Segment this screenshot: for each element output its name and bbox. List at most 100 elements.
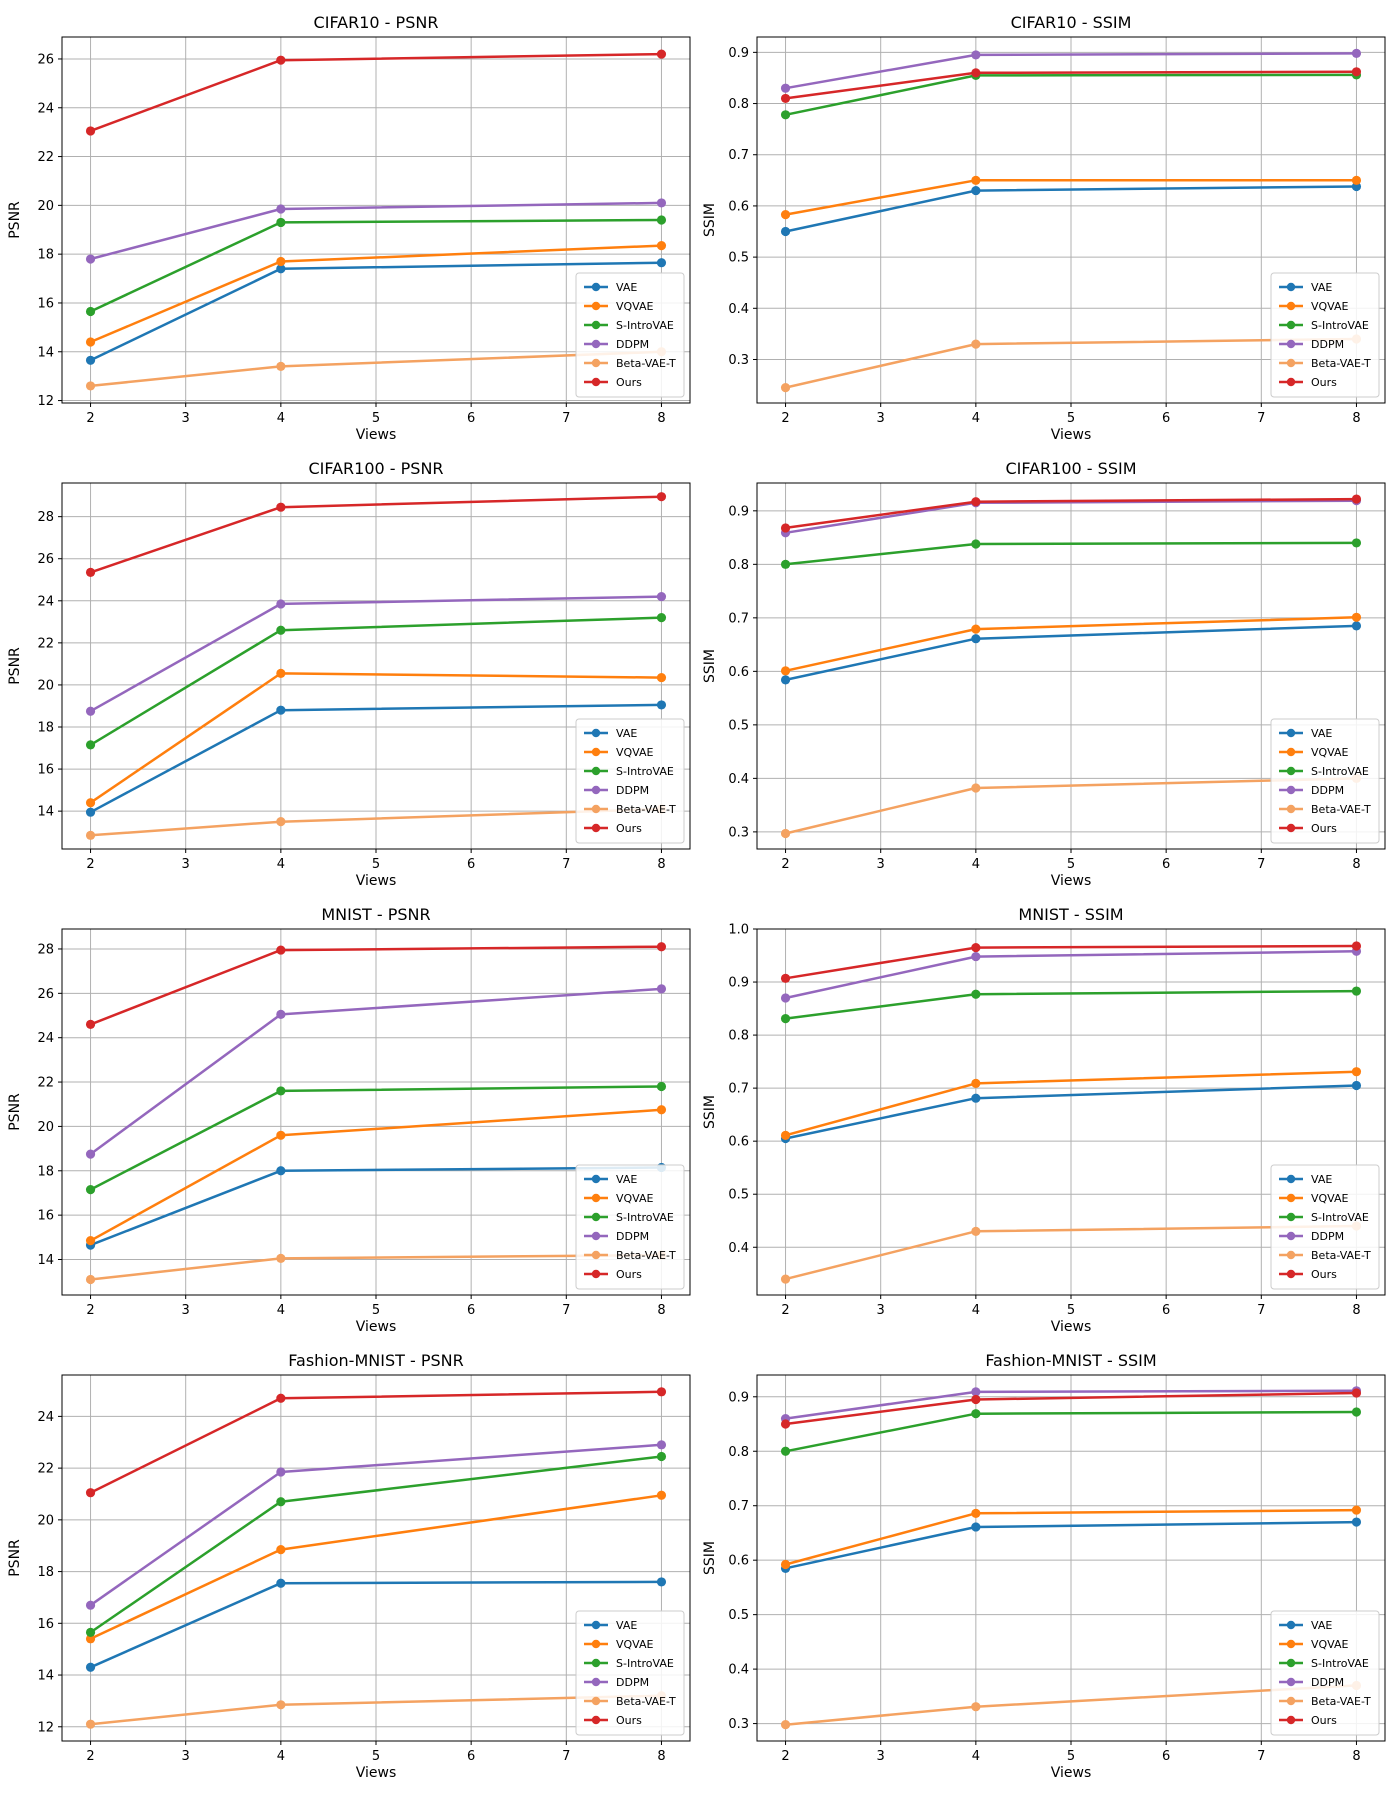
- data-point-ddpm: [971, 1387, 981, 1397]
- y-tick-label: 16: [37, 763, 54, 778]
- data-point-s-introvae: [780, 1446, 791, 1456]
- chart-fashion-mnist-psnr: Fashion-MNIST - PSNR 2 3 4 5 6 7 8 12 14 16 18 20 22 2…: [7, 1351, 691, 1781]
- x-tick-label: 2: [86, 1303, 94, 1318]
- x-tick-label: 7: [562, 857, 570, 872]
- x-tick-label: 5: [372, 1749, 380, 1764]
- data-point-vqvae: [780, 666, 791, 676]
- series-ddpm: [85, 984, 667, 1159]
- legend-swatch-marker: [591, 377, 601, 387]
- x-tick-label: 6: [467, 411, 475, 426]
- legend-label: VAE: [1311, 1173, 1332, 1186]
- series-ours: [85, 942, 667, 1029]
- legend: VAE VQVAE S-IntroVAE DDPM Beta-VAE-T Ours: [1270, 718, 1380, 844]
- data-point-beta-vae-t: [971, 339, 981, 349]
- series-ours: [780, 67, 1362, 104]
- axes-frame: [61, 482, 691, 850]
- y-tick-label: 18: [37, 1164, 54, 1179]
- series-s-introvae: [85, 613, 667, 750]
- data-point-ours: [1351, 494, 1362, 504]
- data-point-beta-vae-t: [971, 1702, 981, 1712]
- y-tick-label: 0.6: [728, 199, 749, 214]
- data-point-vqvae: [85, 1634, 96, 1644]
- data-point-ddpm: [85, 254, 96, 264]
- legend-label: Ours: [616, 376, 642, 389]
- legend-label: S-IntroVAE: [1311, 319, 1369, 332]
- y-tick-label: 0.7: [728, 1082, 749, 1097]
- legend-label: VAE: [616, 727, 637, 740]
- y-tick-label: 0.4: [728, 302, 749, 317]
- axes-frame: [756, 1374, 1386, 1742]
- data-point-vqvae: [276, 256, 286, 267]
- data-point-vae: [276, 264, 286, 274]
- data-point-beta-vae-t: [971, 1226, 981, 1236]
- legend-label: S-IntroVAE: [616, 319, 674, 332]
- data-point-vae: [780, 226, 791, 237]
- data-point-ours: [276, 502, 286, 512]
- data-point-beta-vae-t: [85, 1274, 96, 1285]
- legend-label: VQVAE: [616, 1638, 654, 1651]
- series-vqvae: [780, 1505, 1362, 1570]
- data-point-s-introvae: [85, 740, 96, 750]
- legend-label: Ours: [1311, 1714, 1337, 1727]
- legend-swatch-marker: [591, 1174, 601, 1184]
- legend-box: [575, 1610, 685, 1736]
- y-tick-label: 0.6: [728, 665, 749, 680]
- x-tick-label: 5: [372, 1303, 380, 1318]
- legend-swatch-marker: [1286, 1250, 1296, 1260]
- legend-box: [1270, 1164, 1380, 1290]
- data-point-vqvae: [1351, 612, 1362, 622]
- data-point-ours: [1351, 1388, 1362, 1398]
- legend: VAE VQVAE S-IntroVAE DDPM Beta-VAE-T Ours: [1270, 1610, 1380, 1736]
- y-tick-label: 20: [37, 199, 54, 214]
- legend-label: DDPM: [616, 338, 649, 351]
- data-point-ddpm: [656, 984, 667, 994]
- data-point-ours: [971, 497, 981, 507]
- legend-label: Beta-VAE-T: [1311, 803, 1371, 816]
- chart-cifar10-ssim: CIFAR10 - SSIM 2 3 4 5 6 7 8 0.3 0.4 0.5 0.6 0.7 0.8 0…: [702, 13, 1386, 443]
- data-point-ddpm: [276, 204, 286, 214]
- series-vqvae: [85, 1105, 667, 1246]
- legend-swatch-marker: [1286, 1639, 1296, 1649]
- data-point-s-introvae: [780, 1014, 791, 1024]
- series-ours: [85, 1387, 667, 1498]
- x-tick-label: 2: [781, 411, 789, 426]
- chart-mnist-psnr: MNIST - PSNR 2 3 4 5 6 7 8 14 16 18 20 22 24 26 28 Views…: [7, 905, 691, 1335]
- data-point-ours: [971, 68, 981, 78]
- legend-label: Ours: [1311, 376, 1337, 389]
- y-tick-label: 14: [37, 345, 54, 360]
- x-tick-label: 2: [781, 1749, 789, 1764]
- legend-label: VQVAE: [616, 746, 654, 759]
- legend-swatch-marker: [591, 823, 601, 833]
- legend-swatch-marker: [1286, 1231, 1296, 1241]
- legend-swatch-marker: [1286, 1174, 1296, 1184]
- x-tick-label: 4: [277, 1749, 285, 1764]
- y-tick-label: 16: [37, 296, 54, 311]
- y-tick-label: 26: [37, 552, 54, 567]
- series-vqvae: [780, 1067, 1362, 1140]
- legend-swatch-marker: [591, 1212, 601, 1222]
- legend-swatch-marker: [1286, 1269, 1296, 1279]
- legend-swatch-marker: [591, 1269, 601, 1279]
- legend-swatch-marker: [1286, 1696, 1296, 1706]
- legend: VAE VQVAE S-IntroVAE DDPM Beta-VAE-T Ours: [575, 1610, 685, 1736]
- legend-swatch-marker: [591, 1658, 601, 1668]
- series-ddpm: [85, 591, 667, 716]
- series-vqvae: [780, 175, 1362, 220]
- x-axis-label: Views: [1051, 873, 1092, 889]
- data-point-ddpm: [971, 951, 981, 962]
- x-tick-label: 6: [1162, 411, 1170, 426]
- chart-cifar100-psnr: CIFAR100 - PSNR 2 3 4 5 6 7 8 14 16 18 20 22 24 26 28 Vi…: [7, 459, 691, 889]
- legend-box: [1270, 1610, 1380, 1736]
- x-tick-label: 3: [877, 1749, 885, 1764]
- data-point-vqvae: [971, 1078, 981, 1088]
- series-s-introvae: [85, 1451, 667, 1637]
- y-tick-label: 0.9: [728, 1390, 749, 1405]
- legend-swatch-marker: [591, 1677, 601, 1687]
- legend-label: Beta-VAE-T: [616, 1695, 676, 1708]
- legend-label: VQVAE: [616, 300, 654, 313]
- data-point-vae: [276, 705, 286, 715]
- data-point-vqvae: [971, 1508, 981, 1518]
- legend-label: Beta-VAE-T: [616, 357, 676, 370]
- series-ours: [780, 941, 1362, 983]
